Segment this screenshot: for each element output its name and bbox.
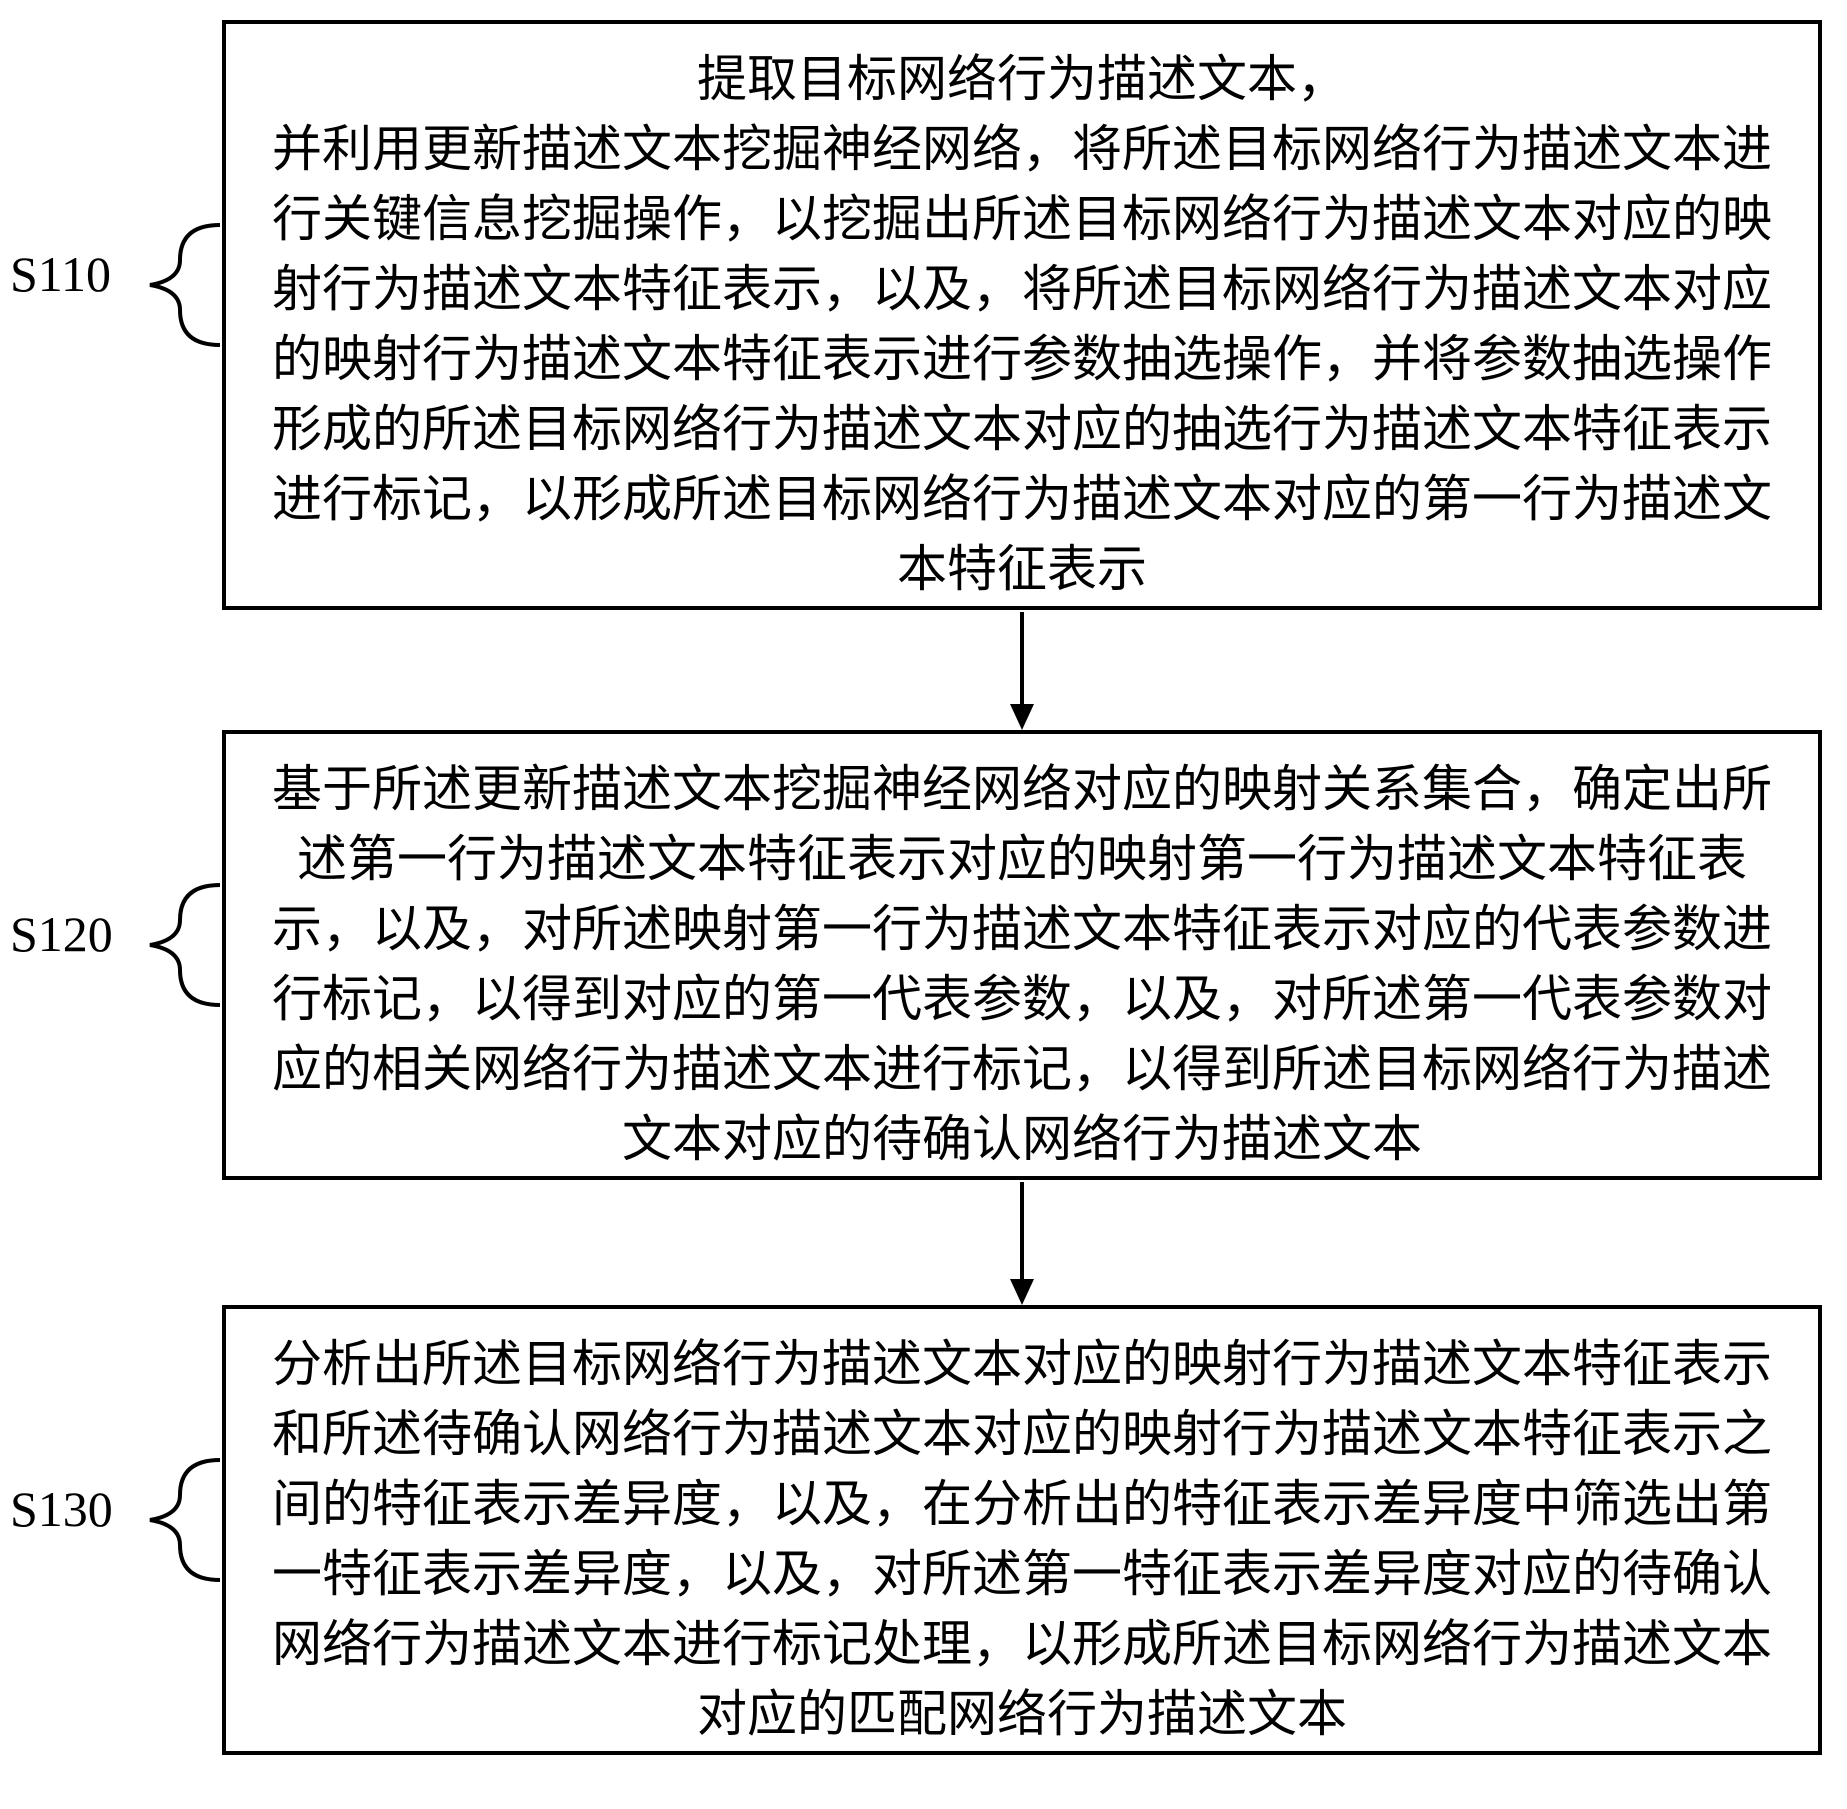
flow-arrow-2: [1002, 1182, 1042, 1310]
step-label-s130: S130: [10, 1480, 113, 1538]
step-bracket-s120: [140, 875, 225, 1020]
step-box-s130: 分析出所述目标网络行为描述文本对应的映射行为描述文本特征表示和所述待确认网络行为…: [222, 1305, 1822, 1755]
step-label-s120: S120: [10, 905, 113, 963]
step-box-s110: 提取目标网络行为描述文本，并利用更新描述文本挖掘神经网络，将所述目标网络行为描述…: [222, 20, 1822, 610]
step-label-s110: S110: [10, 245, 111, 303]
flow-arrow-1: [1002, 612, 1042, 735]
step-bracket-s130: [140, 1450, 225, 1595]
flowchart-container: S110 提取目标网络行为描述文本，并利用更新描述文本挖掘神经网络，将所述目标网…: [0, 0, 1847, 1809]
step-box-s120: 基于所述更新描述文本挖掘神经网络对应的映射关系集合，确定出所述第一行为描述文本特…: [222, 730, 1822, 1180]
step-bracket-s110: [140, 215, 225, 360]
